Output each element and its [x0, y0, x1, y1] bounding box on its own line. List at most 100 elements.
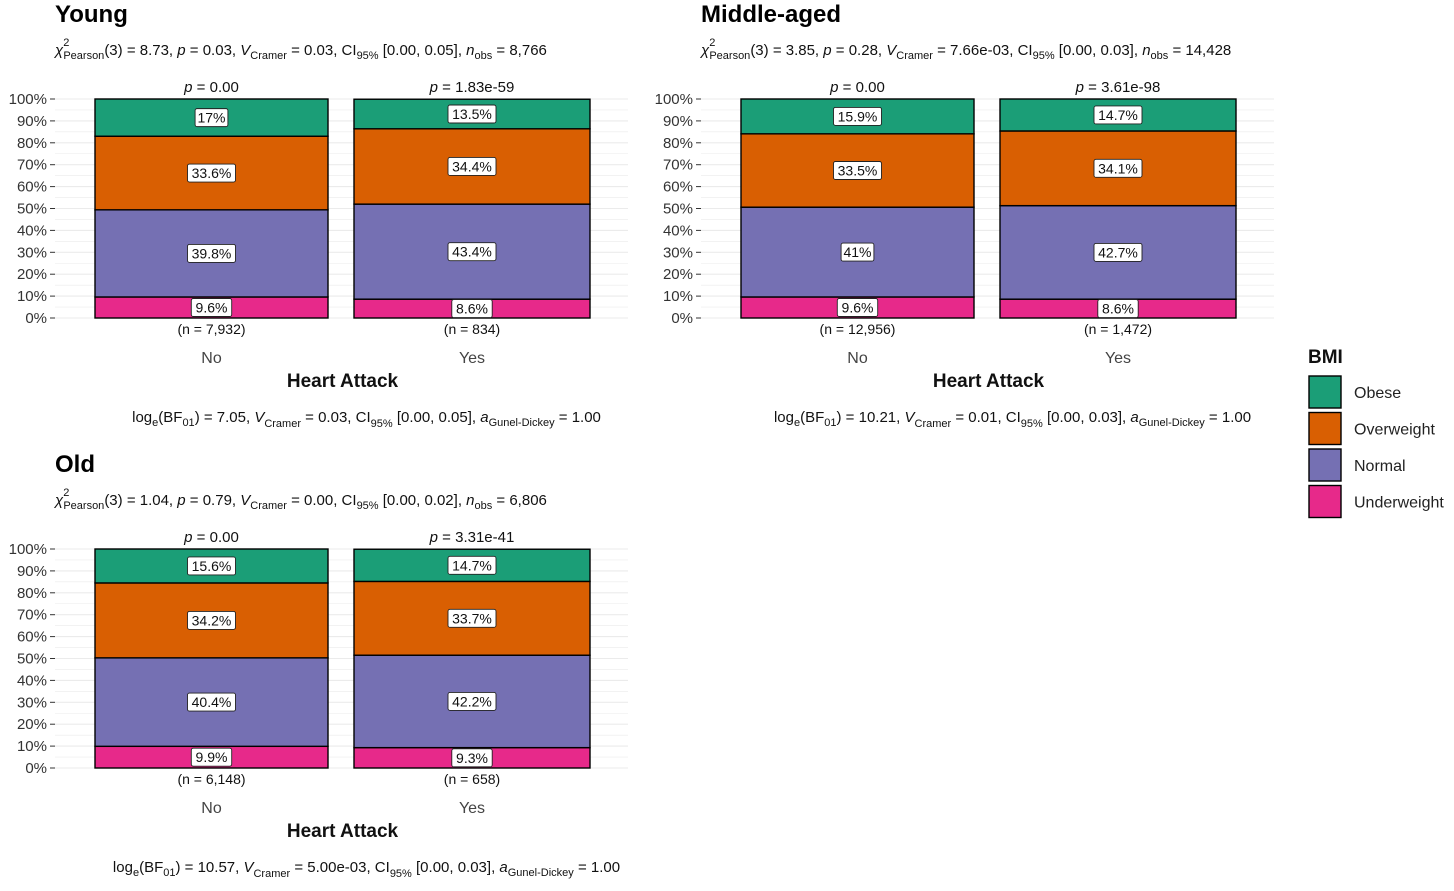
y-tick-label: 90% [17, 113, 47, 130]
data-label: 13.5% [452, 106, 492, 122]
y-tick-label: 30% [17, 694, 47, 711]
data-label: 15.9% [838, 108, 878, 124]
data-label: 42.7% [1098, 244, 1138, 260]
y-tick-label: 10% [663, 288, 693, 305]
y-tick-label: 10% [17, 288, 47, 305]
bar-pvalue: p = 0.00 [183, 529, 239, 546]
data-label: 33.7% [452, 610, 492, 626]
panel-caption: loge(BF01) = 10.57, VCramer = 5.00e-03, … [113, 859, 620, 880]
legend-label: Overweight [1354, 422, 1435, 439]
bar-pvalue: p = 0.00 [183, 79, 239, 96]
y-tick-label: 0% [671, 310, 693, 327]
y-tick-label: 30% [17, 244, 47, 261]
data-label-box [447, 157, 497, 176]
legend-label: Normal [1354, 458, 1406, 475]
data-label: 41% [843, 244, 871, 260]
y-tick-label: 60% [17, 179, 47, 196]
bar-count: (n = 6,148) [177, 771, 245, 787]
y-tick-label: 20% [663, 266, 693, 283]
data-label: 8.6% [456, 301, 488, 317]
data-label-box [447, 242, 497, 262]
y-tick-label: 100% [9, 541, 47, 558]
legend-swatch [1308, 411, 1342, 446]
data-label: 17% [197, 110, 225, 126]
y-tick-label: 90% [17, 563, 47, 580]
y-tick-label: 80% [17, 585, 47, 602]
y-tick-label: 10% [17, 738, 47, 755]
data-label-box [840, 242, 875, 262]
legend-swatch [1308, 375, 1342, 409]
y-tick-label: 50% [663, 201, 693, 218]
data-label: 33.6% [192, 165, 232, 181]
data-label: 42.2% [452, 693, 492, 709]
data-label-box [1093, 242, 1143, 262]
data-label-box [451, 299, 493, 319]
y-tick-label: 100% [655, 91, 693, 108]
panel-subtitle: χ2 Pearson(3) = 8.73, p = 0.03, VCramer =… [53, 37, 547, 62]
y-tick-label: 30% [663, 244, 693, 261]
panel-subtitle: χ2 Pearson(3) = 1.04, p = 0.79, VCramer =… [53, 487, 547, 512]
x-axis-title: Heart Attack [287, 371, 399, 392]
y-tick-label: 0% [25, 760, 47, 777]
data-label-box [190, 298, 233, 317]
data-label-box [1093, 158, 1143, 178]
y-tick-label: 80% [17, 135, 47, 152]
data-label: 15.6% [192, 558, 232, 574]
legend-label: Obese [1354, 385, 1401, 402]
y-tick-label: 100% [9, 91, 47, 108]
data-label-box [451, 748, 493, 768]
x-tick-label: No [847, 350, 868, 367]
legend-swatch [1308, 448, 1342, 482]
data-label: 40.4% [192, 694, 232, 710]
panel-subtitle: χ2 Pearson(3) = 3.85, p = 0.28, VCramer =… [699, 37, 1231, 62]
data-label: 14.7% [452, 557, 492, 573]
y-tick-label: 20% [17, 716, 47, 733]
y-tick-label: 50% [17, 651, 47, 668]
data-label-box [1093, 105, 1143, 125]
data-label: 34.1% [1098, 160, 1138, 176]
data-label: 43.4% [452, 244, 492, 260]
data-label-box [447, 104, 497, 124]
data-label-box [194, 108, 229, 128]
x-tick-label: Yes [1105, 350, 1131, 367]
x-axis-title: Heart Attack [933, 371, 1045, 392]
data-label-box [447, 608, 497, 628]
y-tick-label: 40% [17, 222, 47, 239]
bar-pvalue: p = 3.31e-41 [429, 529, 515, 546]
data-label-box [447, 555, 497, 575]
x-tick-label: No [201, 800, 222, 817]
chart-panel: Young χ2 Pearson(3) = 8.73, p = 0.03, VCra… [9, 1, 628, 430]
y-tick-label: 40% [17, 672, 47, 689]
panel-title: Old [55, 451, 95, 478]
data-label: 9.6% [842, 299, 874, 315]
bar-count: (n = 834) [444, 321, 500, 337]
data-label: 34.4% [452, 158, 492, 174]
data-label: 9.9% [196, 749, 228, 765]
y-tick-label: 60% [663, 179, 693, 196]
data-label-box [833, 106, 882, 126]
data-label: 9.3% [456, 750, 488, 766]
x-axis-title: Heart Attack [287, 821, 399, 842]
y-tick-label: 70% [17, 157, 47, 174]
bar-segment [999, 98, 1237, 132]
bar-count: (n = 7,932) [177, 321, 245, 337]
bar-pvalue: p = 3.61e-98 [1075, 79, 1161, 96]
y-tick-label: 50% [17, 201, 47, 218]
legend-swatch [1308, 484, 1342, 519]
data-label: 34.2% [192, 612, 232, 628]
data-label: 8.6% [1102, 301, 1134, 317]
legend-label: Underweight [1354, 495, 1444, 512]
data-label-box [447, 691, 497, 711]
y-tick-label: 60% [17, 629, 47, 646]
panel-caption: loge(BF01) = 10.21, VCramer = 0.01, CI95… [774, 409, 1251, 430]
bar-count: (n = 1,472) [1084, 321, 1152, 337]
y-tick-label: 70% [663, 157, 693, 174]
bar-count: (n = 12,956) [820, 321, 896, 337]
data-label-box [187, 610, 236, 630]
legend-title: BMI [1308, 347, 1343, 368]
data-label-box [187, 163, 236, 183]
x-tick-label: Yes [459, 800, 485, 817]
bar-segment [94, 548, 329, 584]
legend: BMI Obese Overweight Normal Underweight [1308, 347, 1444, 519]
chart-panel: Middle-aged χ2 Pearson(3) = 3.85, p = 0.28… [655, 1, 1274, 430]
